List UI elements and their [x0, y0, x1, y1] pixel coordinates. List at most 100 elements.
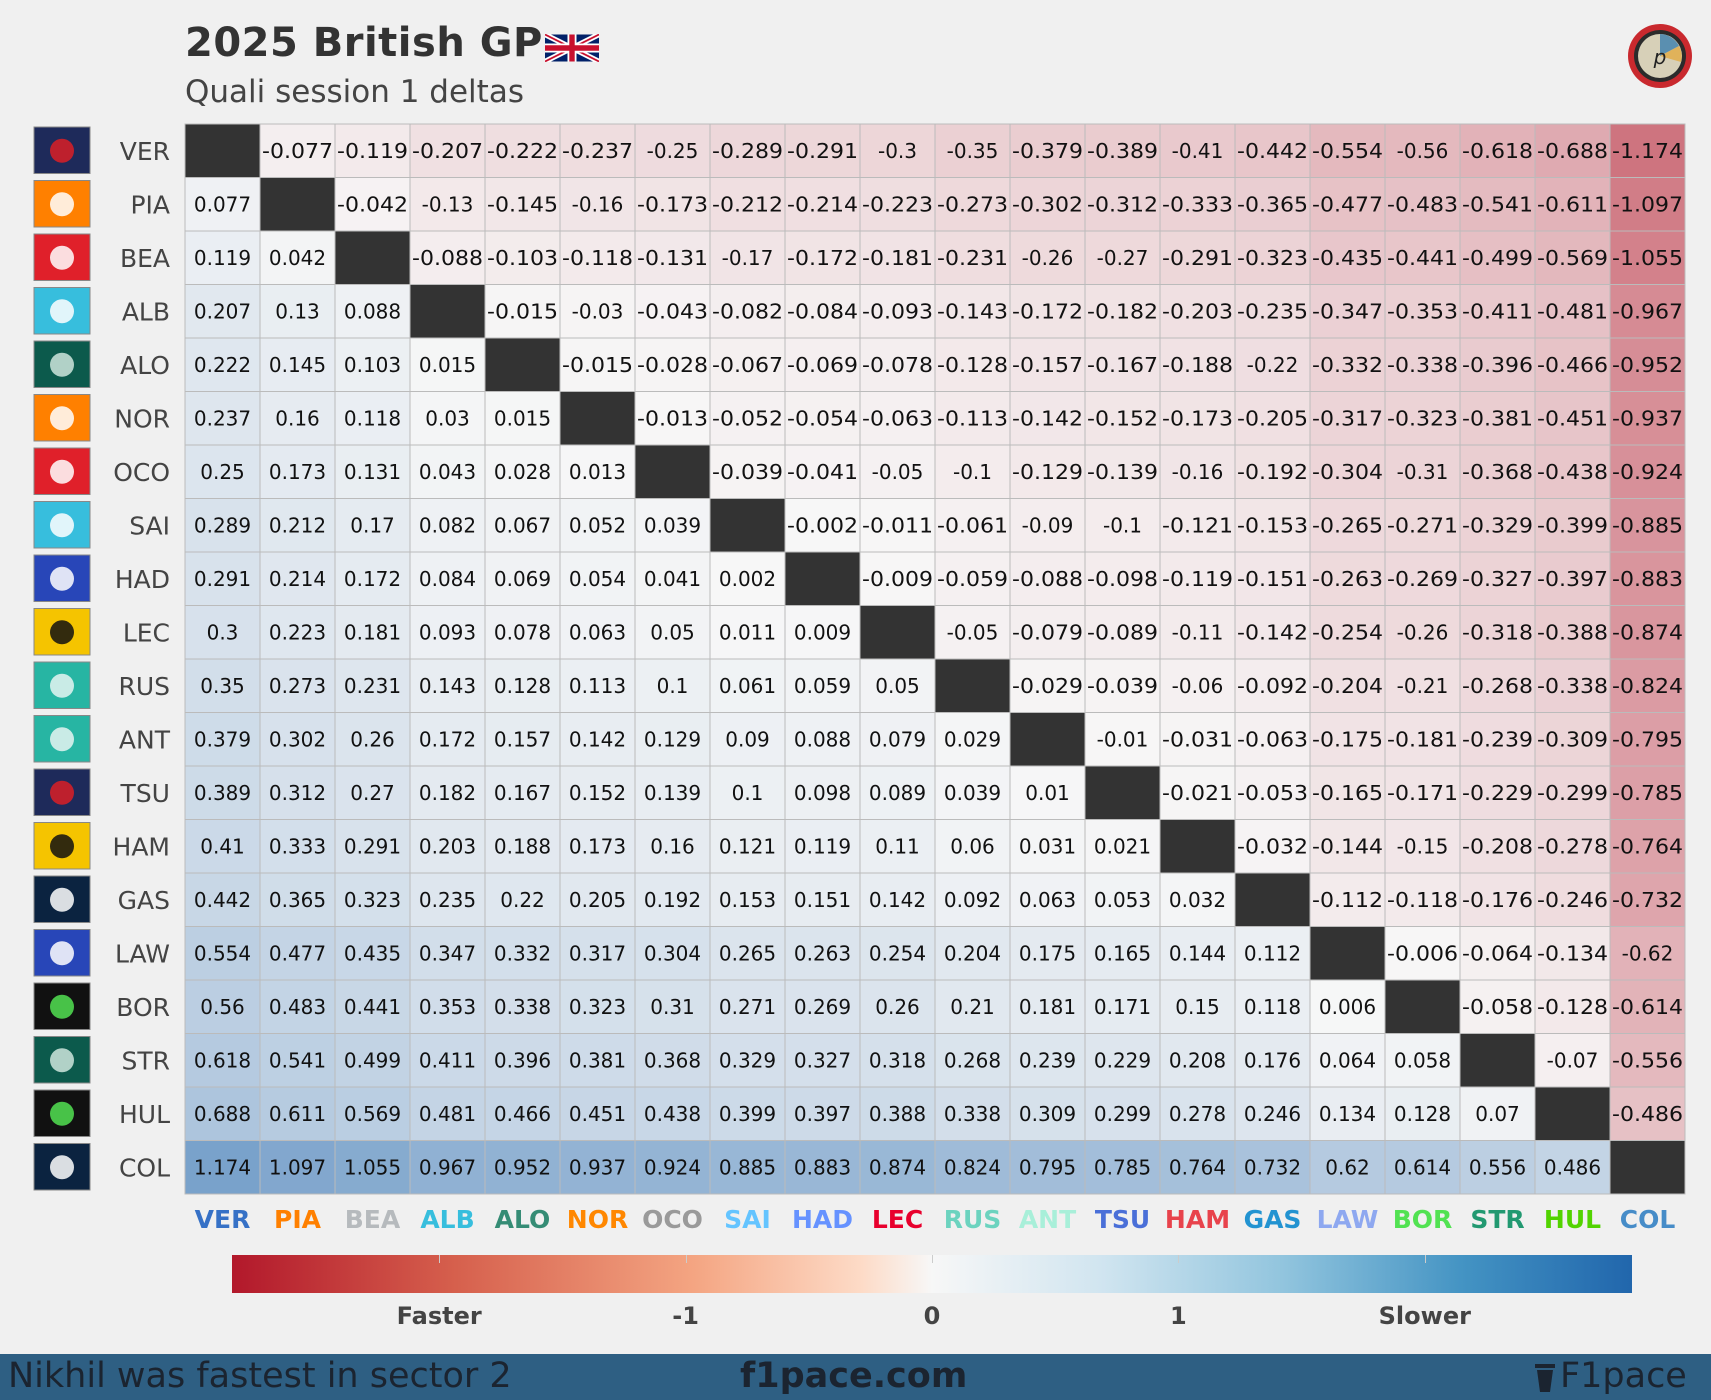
cell-value: -0.214 — [787, 192, 858, 216]
cell-value: 0.388 — [869, 1102, 926, 1126]
heatmap-cell — [1309, 765, 1386, 820]
team-logo-mark-alpine-icon — [50, 887, 74, 912]
col-label-oco: OCO — [642, 1205, 703, 1234]
cell-value: 0.175 — [1019, 941, 1076, 965]
cell-value: 0.172 — [419, 727, 476, 751]
cell-value: 0.129 — [644, 727, 701, 751]
cell-value: -0.157 — [1012, 353, 1083, 377]
cell-value: -0.173 — [1162, 406, 1233, 430]
cell-value: 0.121 — [719, 834, 776, 858]
cell-value: -0.442 — [1237, 139, 1308, 163]
cell-value: 0.347 — [419, 941, 476, 965]
heatmap-cell — [184, 230, 261, 285]
heatmap-cell — [1534, 1033, 1611, 1088]
heatmap-cell — [1384, 230, 1461, 285]
heatmap-cell — [1309, 498, 1386, 553]
cell-value: 0.205 — [569, 888, 626, 912]
cell-value: 0.688 — [194, 1102, 251, 1126]
heatmap-cell — [709, 1086, 786, 1141]
cell-value: -0.151 — [1237, 567, 1308, 591]
heatmap-cell — [1384, 819, 1461, 874]
heatmap-cell — [1609, 765, 1686, 820]
heatmap-cell — [1609, 605, 1686, 660]
cell-value: -0.061 — [937, 513, 1008, 537]
cell-value: 0.3 — [207, 620, 239, 644]
heatmap-cell — [709, 284, 786, 339]
cell-value: -0.041 — [787, 460, 858, 484]
cell-value: -0.327 — [1462, 567, 1533, 591]
heatmap-cell — [859, 926, 936, 981]
row-label-rus: RUS — [118, 672, 170, 701]
cell-value: -0.263 — [1312, 567, 1383, 591]
cell-value: 0.043 — [419, 460, 476, 484]
cell-value: 0.07 — [1475, 1102, 1520, 1126]
heatmap-cell — [784, 177, 861, 232]
team-logo-mark-red-bull-icon — [50, 780, 74, 805]
heatmap-cell — [409, 979, 486, 1034]
cell-value: -0.128 — [937, 353, 1008, 377]
footer-site[interactable]: f1pace.com — [740, 1356, 968, 1396]
heatmap-cell — [484, 765, 561, 820]
cell-value: -0.09 — [1022, 513, 1074, 537]
heatmap-cell — [1459, 872, 1536, 927]
cell-value: 0.332 — [494, 941, 551, 965]
team-logo-mark-alpine-icon — [50, 1155, 74, 1180]
heatmap-cell — [409, 872, 486, 927]
cell-value: -0.396 — [1462, 353, 1533, 377]
heatmap-cell — [409, 551, 486, 606]
cell-value: -0.059 — [937, 567, 1008, 591]
cell-value: 0.381 — [569, 1048, 626, 1072]
cell-value: -0.093 — [862, 299, 933, 323]
heatmap-cell — [1009, 658, 1086, 713]
cell-value: -0.05 — [947, 620, 999, 644]
diagonal-cell — [1534, 1086, 1611, 1141]
heatmap-cell — [1084, 230, 1161, 285]
diagonal-cell — [1084, 765, 1161, 820]
cell-value: -0.129 — [1012, 460, 1083, 484]
heatmap-cell — [409, 337, 486, 392]
team-logo-mark-racing-bulls-icon — [50, 941, 74, 966]
cell-value: 0.093 — [419, 620, 476, 644]
cell-value: 0.254 — [869, 941, 926, 965]
heatmap-cell — [1009, 391, 1086, 446]
cell-value: -0.028 — [637, 353, 708, 377]
heatmap-cell — [1159, 712, 1236, 767]
cell-value: 0.052 — [569, 513, 626, 537]
cell-value: 0.365 — [269, 888, 326, 912]
cell-value: -0.952 — [1612, 353, 1683, 377]
colorbar-tick-mark — [685, 1255, 687, 1263]
cell-value: -0.411 — [1462, 299, 1533, 323]
heatmap-cell — [184, 605, 261, 660]
heatmap-cell — [484, 1140, 561, 1195]
cell-value: 0.113 — [569, 674, 626, 698]
heatmap-cell — [634, 337, 711, 392]
heatmap-cell — [1534, 712, 1611, 767]
heatmap-cell — [259, 926, 336, 981]
cell-value: -0.009 — [862, 567, 933, 591]
heatmap-cell — [709, 230, 786, 285]
col-label-hul: HUL — [1544, 1205, 1601, 1234]
heatmap-cell — [1534, 284, 1611, 339]
cell-value: -0.231 — [937, 246, 1008, 270]
cell-value: 0.451 — [569, 1102, 626, 1126]
heatmap-cell — [859, 658, 936, 713]
heatmap-cell — [409, 177, 486, 232]
cell-value: 0.214 — [269, 567, 326, 591]
diagonal-cell — [184, 123, 261, 178]
cell-value: 0.207 — [194, 299, 251, 323]
cell-value: -0.466 — [1537, 353, 1608, 377]
cell-value: -0.112 — [1312, 888, 1383, 912]
heatmap-cell — [859, 1033, 936, 1088]
cell-value: -0.333 — [1162, 192, 1233, 216]
cell-value: -0.379 — [1012, 139, 1083, 163]
heatmap-cell — [334, 1140, 411, 1195]
heatmap-cell — [1384, 658, 1461, 713]
heatmap-cell — [409, 391, 486, 446]
heatmap-cell — [409, 1140, 486, 1195]
cell-value: -0.614 — [1612, 995, 1683, 1019]
heatmap-cell — [1459, 498, 1536, 553]
cell-value: 0.05 — [650, 620, 695, 644]
heatmap-cell — [1609, 979, 1686, 1034]
row-label-bea: BEA — [120, 244, 170, 273]
heatmap-cell — [859, 498, 936, 553]
